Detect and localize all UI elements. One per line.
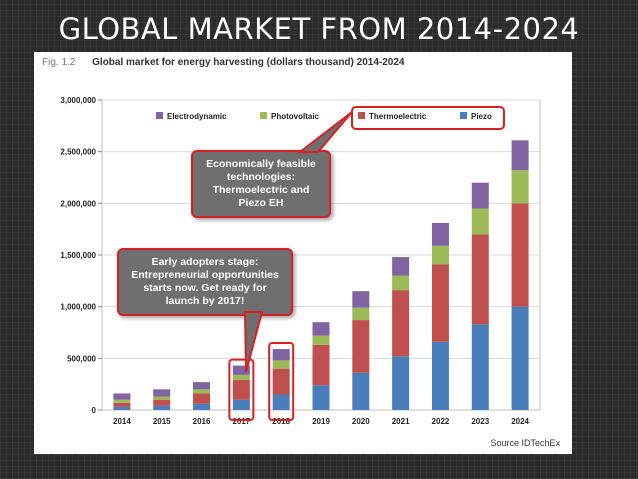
bar-segment-thermoelectric-2016 (193, 393, 211, 404)
callout-early-text: Early adopters stage: Entrepreneurial op… (131, 256, 279, 307)
figure-caption: Fig. 1.2 Global market for energy harves… (42, 57, 404, 68)
bar-segment-electrodynamic-2017 (232, 365, 250, 375)
figure-panel: Fig. 1.2 Global market for energy harves… (34, 52, 572, 454)
bar-segment-piezo-2021 (392, 356, 410, 410)
bar-segment-piezo-2016 (193, 403, 211, 410)
bar-segment-electrodynamic-2015 (153, 389, 171, 397)
bar-segment-photovoltaic-2014 (113, 399, 131, 403)
y-tick-label: 2,000,000 (60, 199, 96, 208)
bar-segment-electrodynamic-2016 (193, 382, 211, 390)
x-tick-label: 2014 (113, 417, 131, 426)
bar-segment-piezo-2024 (511, 306, 529, 410)
y-tick-label: 500,000 (67, 354, 96, 363)
bar-segment-piezo-2014 (113, 406, 131, 410)
bar-segment-electrodynamic-2024 (511, 140, 529, 171)
y-tick-label: 2,500,000 (60, 148, 96, 157)
callout-feasible-technologies: Economically feasible technologies: Ther… (191, 150, 331, 218)
bar-segment-photovoltaic-2024 (511, 170, 529, 204)
y-tick-label: 0 (92, 406, 97, 415)
bar-segment-piezo-2018 (272, 394, 290, 410)
x-tick-label: 2024 (511, 417, 529, 426)
x-tick-label: 2016 (193, 417, 211, 426)
callout-early-adopters: Early adopters stage: Entrepreneurial op… (117, 248, 293, 316)
bar-segment-thermoelectric-2015 (153, 399, 171, 406)
slide-title: GLOBAL MARKET FROM 2014-2024 (58, 12, 580, 46)
legend-label-thermoelectric: Thermoelectric (369, 112, 427, 121)
highlight-box-2018 (268, 342, 295, 421)
bar-segment-thermoelectric-2017 (232, 380, 250, 400)
bar-segment-photovoltaic-2022 (431, 245, 449, 265)
bar-segment-electrodynamic-2022 (431, 222, 449, 246)
legend-swatch-piezo (460, 112, 467, 119)
bar-segment-piezo-2015 (153, 405, 171, 410)
bar-segment-photovoltaic-2015 (153, 396, 171, 400)
legend-swatch-photovoltaic (260, 112, 267, 119)
bar-segment-photovoltaic-2017 (232, 374, 250, 381)
source-note: Source IDTechEx (490, 438, 560, 448)
bar-segment-electrodynamic-2021 (392, 257, 410, 276)
bar-segment-piezo-2019 (312, 385, 330, 410)
bar-segment-thermoelectric-2023 (471, 234, 489, 325)
x-tick-label: 2020 (352, 417, 370, 426)
legend-label-electrodynamic: Electrodynamic (167, 112, 227, 121)
figure-number: Fig. 1.2 (42, 57, 76, 68)
callout-feasible-text: Economically feasible technologies: Ther… (206, 158, 316, 209)
bar-segment-thermoelectric-2024 (511, 203, 529, 307)
bar-segment-piezo-2017 (232, 399, 250, 410)
bar-segment-photovoltaic-2018 (272, 360, 290, 369)
figure-title: Global market for energy harvesting (dol… (92, 57, 405, 68)
bar-segment-thermoelectric-2022 (431, 264, 449, 342)
x-tick-label: 2017 (232, 417, 250, 426)
highlight-box-2017 (228, 358, 255, 422)
legend-swatch-electrodynamic (156, 112, 163, 119)
bar-segment-photovoltaic-2016 (193, 389, 211, 394)
bar-segment-photovoltaic-2020 (352, 307, 370, 321)
x-tick-label: 2019 (312, 417, 330, 426)
bar-segment-electrodynamic-2018 (272, 349, 290, 361)
bar-segment-piezo-2020 (352, 372, 370, 410)
bar-segment-piezo-2023 (471, 324, 489, 410)
x-tick-label: 2015 (153, 417, 171, 426)
bar-segment-thermoelectric-2018 (272, 368, 290, 395)
bar-segment-thermoelectric-2019 (312, 344, 330, 386)
bar-segment-photovoltaic-2023 (471, 208, 489, 235)
x-tick-label: 2023 (471, 417, 489, 426)
bar-segment-thermoelectric-2020 (352, 320, 370, 373)
legend-label-photovoltaic: Photovoltaic (271, 112, 320, 121)
stacked-bar-chart: 0 500,000 1,000,000 1,500,000 2,000,000 2,500… (60, 96, 541, 426)
y-tick-label: 3,000,000 (60, 96, 96, 105)
bar-segment-piezo-2022 (431, 341, 449, 410)
bar-segment-electrodynamic-2019 (312, 322, 330, 336)
legend-swatch-thermoelectric (358, 112, 365, 119)
bar-segment-thermoelectric-2021 (392, 290, 410, 357)
x-tick-label: 2018 (272, 417, 290, 426)
bar-segment-electrodynamic-2020 (352, 291, 370, 308)
bar-segment-electrodynamic-2023 (471, 182, 489, 209)
y-tick-label: 1,500,000 (60, 251, 96, 260)
x-tick-label: 2021 (392, 417, 410, 426)
bar-segment-photovoltaic-2021 (392, 275, 410, 291)
legend-label-piezo: Piezo (471, 112, 492, 121)
bar-segment-thermoelectric-2014 (113, 402, 131, 407)
x-tick-label: 2022 (432, 417, 450, 426)
y-tick-label: 1,000,000 (60, 303, 96, 312)
bar-segment-photovoltaic-2019 (312, 335, 330, 345)
bar-segment-electrodynamic-2014 (113, 393, 131, 400)
